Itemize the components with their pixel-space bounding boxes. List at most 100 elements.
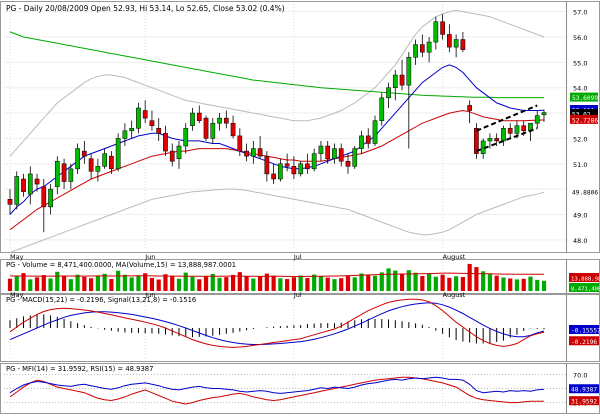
candle-body bbox=[183, 128, 189, 147]
volume-bar bbox=[291, 277, 296, 291]
candle-body bbox=[230, 122, 236, 137]
ma-200-line bbox=[9, 31, 544, 99]
volume-bar bbox=[271, 275, 276, 291]
volume-bar bbox=[339, 278, 344, 291]
candle-body bbox=[332, 148, 337, 159]
volume-bar bbox=[14, 275, 19, 291]
candle-body bbox=[203, 117, 209, 139]
flag-upper-trendline bbox=[476, 104, 538, 132]
volume-bar bbox=[28, 279, 33, 291]
candle-body bbox=[54, 160, 60, 187]
price-tick-label: 52.0 bbox=[573, 135, 587, 143]
volume-bar bbox=[521, 278, 526, 291]
volume-bar bbox=[312, 274, 317, 291]
candle-body bbox=[237, 135, 243, 152]
volume-bar bbox=[7, 278, 13, 291]
candle-body bbox=[7, 199, 13, 205]
panel-frame bbox=[0, 294, 600, 362]
volume-bar bbox=[514, 279, 520, 291]
volume-bar bbox=[89, 278, 94, 291]
volume-bar bbox=[210, 273, 215, 291]
price-header: PG - Daily 20/08/2009 Open 52.93, Hi 53.… bbox=[6, 4, 285, 13]
volume-bar bbox=[318, 276, 324, 291]
volume-bar bbox=[332, 279, 337, 291]
candle-body bbox=[467, 105, 472, 111]
month-label: Jul bbox=[293, 253, 302, 261]
volume-bar bbox=[109, 279, 114, 291]
price-tag-label: 49.8806 bbox=[572, 190, 598, 197]
volume-bar bbox=[481, 271, 486, 291]
volume-bar bbox=[41, 275, 46, 291]
rsi-line bbox=[9, 376, 545, 394]
candle-body bbox=[41, 186, 47, 208]
volume-bar bbox=[426, 273, 432, 291]
candle-body bbox=[298, 163, 304, 175]
oscillator-tag-box bbox=[569, 384, 599, 394]
volume-bar bbox=[494, 275, 499, 291]
volume-bar bbox=[454, 276, 459, 291]
volume-bar bbox=[190, 276, 195, 291]
volume-bar bbox=[406, 270, 411, 291]
volume-bar bbox=[116, 270, 121, 291]
volume-bar bbox=[224, 277, 229, 291]
flag-lower-trendline bbox=[476, 127, 538, 153]
macd-line bbox=[9, 298, 545, 348]
volume-bar bbox=[366, 275, 371, 291]
volume-bar bbox=[149, 277, 155, 291]
lower-band-line bbox=[9, 188, 545, 253]
volume-bar bbox=[420, 276, 425, 291]
candle-body bbox=[325, 145, 331, 159]
oscillator-tag-label: 48.9387 bbox=[571, 387, 597, 394]
candle-body bbox=[257, 148, 263, 157]
volume-bar bbox=[251, 278, 256, 291]
price-tick-label: 48.0 bbox=[573, 237, 587, 245]
volume-bar bbox=[244, 276, 249, 291]
price-tag-box bbox=[570, 187, 598, 197]
price-tag-label: 53.6099 bbox=[572, 95, 598, 102]
volume-bar bbox=[278, 278, 283, 291]
volume-bar bbox=[95, 275, 100, 291]
candle-body bbox=[210, 122, 216, 139]
volume-bar bbox=[474, 267, 479, 291]
candle-body bbox=[115, 138, 121, 170]
volume-bar bbox=[345, 275, 351, 291]
volume-ma-line bbox=[9, 272, 544, 277]
candle-body bbox=[399, 74, 405, 86]
ma-20-line bbox=[9, 64, 545, 215]
month-label: Jul bbox=[293, 291, 302, 299]
candle-body bbox=[163, 133, 168, 152]
candle-body bbox=[541, 112, 547, 116]
candle-body bbox=[372, 120, 378, 144]
candle-body bbox=[507, 128, 513, 134]
candle-body bbox=[534, 115, 540, 124]
candle-body bbox=[223, 117, 229, 124]
volume-bar bbox=[325, 277, 330, 291]
volume-bar bbox=[143, 273, 148, 291]
candle-body bbox=[196, 112, 202, 121]
candle-body bbox=[271, 173, 276, 180]
volume-bar bbox=[379, 272, 384, 291]
oscillator-tag-label: 31.9592 bbox=[571, 399, 597, 406]
volume-bar bbox=[21, 273, 26, 291]
candle-body bbox=[156, 128, 162, 134]
candle-body bbox=[474, 128, 479, 154]
price-tag-label: 52.7286 bbox=[572, 117, 598, 124]
candle-body bbox=[176, 145, 182, 159]
candle-body bbox=[149, 120, 155, 126]
candle-body bbox=[501, 128, 506, 142]
volume-bar bbox=[305, 278, 310, 291]
volume-tag-box bbox=[569, 273, 599, 282]
volume-bar bbox=[55, 271, 60, 291]
ma-50-line bbox=[9, 109, 545, 231]
candle-body bbox=[419, 44, 425, 53]
price-tag-box bbox=[570, 114, 598, 124]
macd-tag-label: -0.15557 bbox=[571, 328, 600, 335]
volume-bar bbox=[298, 275, 303, 291]
volume-bar bbox=[386, 268, 391, 291]
volume-bar bbox=[163, 274, 168, 291]
price-tag-box bbox=[570, 109, 598, 119]
volume-bar bbox=[183, 272, 188, 291]
volume-bar bbox=[393, 270, 398, 291]
